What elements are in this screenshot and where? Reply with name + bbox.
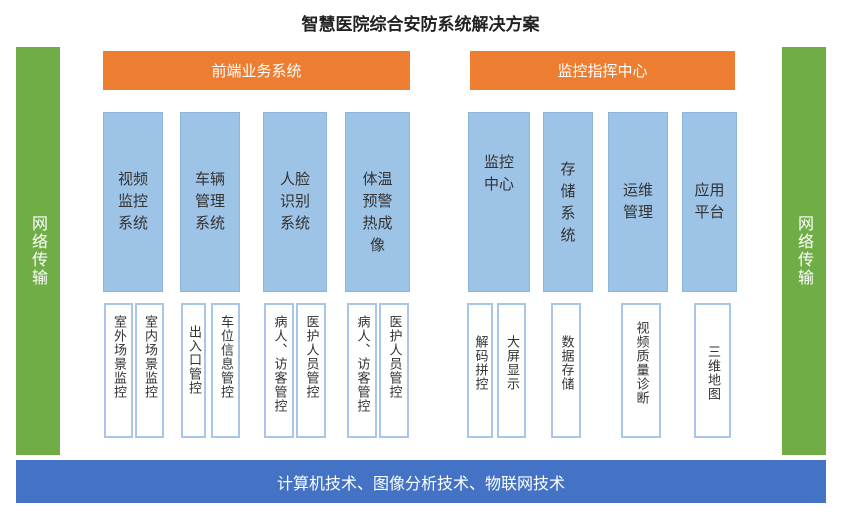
sub-box: 大屏显示 (497, 303, 526, 438)
sub-box: 医护人员管控 (379, 303, 409, 438)
sub-label: 视频质量诊断 (633, 321, 649, 405)
sub-label: 室内场景监控 (142, 315, 157, 399)
sub-box: 出入口管控 (181, 303, 206, 438)
group-frontend: 前端业务系统 (103, 51, 410, 90)
sub-label: 出入口管控 (186, 325, 201, 395)
sub-label: 医护人员管控 (386, 315, 402, 399)
sub-box: 车位信息管控 (211, 303, 240, 438)
column-label: 运维管理 (622, 181, 653, 221)
column-thermal: 体温预警热成像 (345, 112, 410, 292)
column-label: 人脸识别系统 (279, 170, 310, 232)
group-command-center: 监控指挥中心 (470, 51, 735, 90)
sub-box: 室外场景监控 (104, 303, 133, 438)
sub-box: 病人、访客管控 (264, 303, 294, 438)
sub-box: 解码拼控 (467, 303, 493, 438)
column-monitor: 监控中心 (468, 112, 530, 292)
sub-box: 三维地图 (694, 303, 731, 438)
diagram-title: 智慧医院综合安防系统解决方案 (301, 15, 540, 35)
sub-box: 数据存储 (551, 303, 581, 438)
sub-label: 室外场景监控 (111, 315, 126, 399)
column-label: 车辆管理系统 (194, 170, 225, 232)
column-label: 视频监控系统 (117, 170, 148, 232)
sub-label: 大屏显示 (504, 335, 519, 391)
network-bar-right: 网络传输 (782, 47, 826, 455)
network-label-right: 网络传输 (795, 215, 814, 287)
column-vehicle: 车辆管理系统 (180, 112, 240, 292)
column-face: 人脸识别系统 (263, 112, 327, 292)
column-storage: 存储系统 (543, 112, 593, 292)
column-platform: 应用平台 (682, 112, 737, 292)
technology-footer: 计算机技术、图像分析技术、物联网技术 (16, 460, 826, 503)
network-label-left: 网络传输 (29, 215, 48, 287)
sub-box: 医护人员管控 (296, 303, 326, 438)
sub-label: 病人、访客管控 (354, 315, 370, 413)
sub-box: 病人、访客管控 (347, 303, 377, 438)
column-label: 存储系统 (560, 160, 576, 244)
column-label: 体温预警热成像 (362, 170, 393, 254)
sub-box: 室内场景监控 (135, 303, 164, 438)
column-label: 应用平台 (694, 181, 725, 221)
sub-label: 解码拼控 (472, 335, 488, 391)
sub-label: 三维地图 (705, 345, 720, 401)
column-video: 视频监控系统 (103, 112, 163, 292)
column-label: 监控中心 (483, 153, 514, 193)
sub-label: 车位信息管控 (218, 315, 233, 399)
column-ops: 运维管理 (608, 112, 668, 292)
network-bar-left: 网络传输 (16, 47, 60, 455)
sub-label: 病人、访客管控 (271, 315, 287, 413)
sub-label: 数据存储 (558, 335, 574, 391)
sub-box: 视频质量诊断 (621, 303, 661, 438)
sub-label: 医护人员管控 (303, 315, 319, 399)
